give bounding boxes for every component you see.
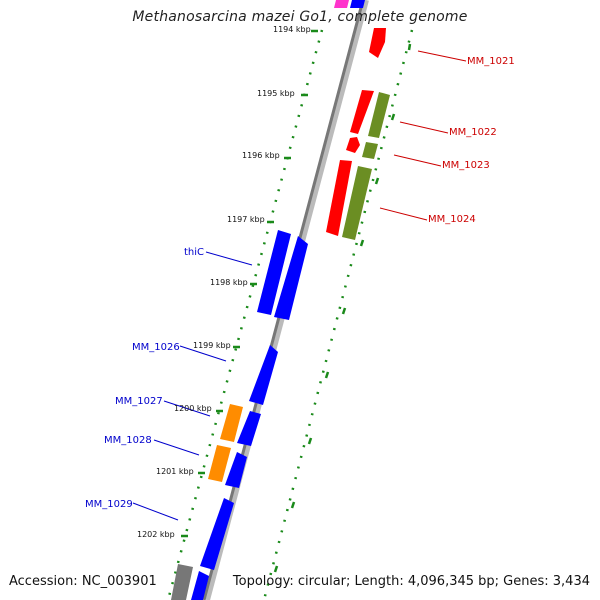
gene-mm1024-arrow[interactable] <box>326 160 352 236</box>
gene-label-mm1028[interactable]: MM_1028 <box>104 435 152 446</box>
gene-mm1026-arrow[interactable] <box>249 345 278 405</box>
map-title: Methanosarcina mazei Go1, complete genom… <box>132 9 468 25</box>
gene-mm1028-orange-arrow[interactable] <box>208 445 231 482</box>
reverse-leader-lines <box>132 251 253 521</box>
reverse-gene-labels: thiC MM_1026 MM_1027 MM_1028 MM_1029 <box>85 247 204 510</box>
gene-label-mm1021[interactable]: MM_1021 <box>467 56 515 67</box>
gene-mm1027-arrow[interactable] <box>237 411 261 446</box>
gene-mm1023-arrow[interactable] <box>346 137 360 153</box>
forward-leader-lines <box>379 50 467 221</box>
kbp-tick-labels: 1194 kbp 1195 kbp 1196 kbp 1197 kbp 1198… <box>137 25 311 539</box>
tick-label-1198: 1198 kbp <box>210 278 248 287</box>
cropped-feature-magenta <box>334 0 349 8</box>
inner-tick-track <box>166 29 324 600</box>
gene-thic-arrow-b[interactable] <box>274 236 308 320</box>
tick-label-1194: 1194 kbp <box>273 25 311 34</box>
gene-mm1021-arrow[interactable] <box>369 28 386 58</box>
cropped-feature-grey <box>171 564 193 600</box>
gene-mm1022-arrow[interactable] <box>350 90 374 134</box>
gene-mm1023-olive-arrow[interactable] <box>362 142 378 159</box>
tick-label-1201: 1201 kbp <box>156 467 194 476</box>
topology-label: Topology: circular; Length: 4,096,345 bp… <box>232 574 590 589</box>
gene-label-mm1029[interactable]: MM_1029 <box>85 499 133 510</box>
tick-label-1195: 1195 kbp <box>257 89 295 98</box>
gene-mm1028-arrow[interactable] <box>225 452 247 488</box>
accession-label: Accession: NC_003901 <box>9 574 157 589</box>
outer-major-ticks <box>273 43 412 573</box>
inner-major-ticks <box>181 29 318 538</box>
gene-label-mm1027[interactable]: MM_1027 <box>115 396 163 407</box>
tick-label-1196: 1196 kbp <box>242 151 280 160</box>
cropped-feature-blue-bottom <box>191 571 209 600</box>
tick-label-1197: 1197 kbp <box>227 215 265 224</box>
gene-label-mm1024[interactable]: MM_1024 <box>428 214 476 225</box>
gene-mm1027-orange-arrow[interactable] <box>220 404 243 442</box>
gene-mm1022-olive-arrow[interactable] <box>368 92 390 138</box>
gene-mm1024-olive-arrow[interactable] <box>342 166 372 240</box>
gene-label-thic[interactable]: thiC <box>184 247 204 258</box>
tick-label-1202: 1202 kbp <box>137 530 175 539</box>
gene-thic-arrow-a[interactable] <box>257 230 291 315</box>
gene-label-mm1023[interactable]: MM_1023 <box>442 160 490 171</box>
gene-label-mm1026[interactable]: MM_1026 <box>132 342 180 353</box>
tick-label-1200: 1200 kbp <box>174 404 212 413</box>
gene-label-mm1022[interactable]: MM_1022 <box>449 127 497 138</box>
cropped-feature-blue-top <box>350 0 365 8</box>
tick-label-1199: 1199 kbp <box>193 341 231 350</box>
gene-mm1029-arrow[interactable] <box>200 498 234 570</box>
forward-gene-labels: MM_1021 MM_1022 MM_1023 MM_1024 <box>428 56 515 225</box>
